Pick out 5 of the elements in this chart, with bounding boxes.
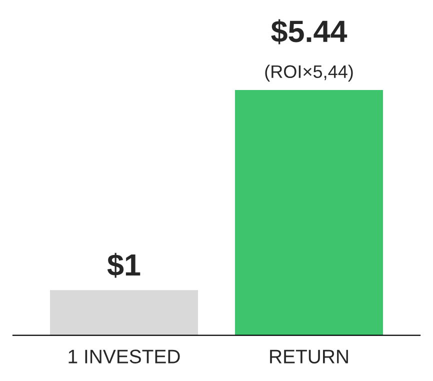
- annotation: (ROI×5,44): [265, 64, 353, 82]
- x-tick-label: 1 INVESTED: [68, 350, 180, 364]
- x-tick-label: RETURN: [270, 350, 348, 364]
- data-label: $5.44: [271, 19, 348, 44]
- data-label: $1: [107, 252, 140, 278]
